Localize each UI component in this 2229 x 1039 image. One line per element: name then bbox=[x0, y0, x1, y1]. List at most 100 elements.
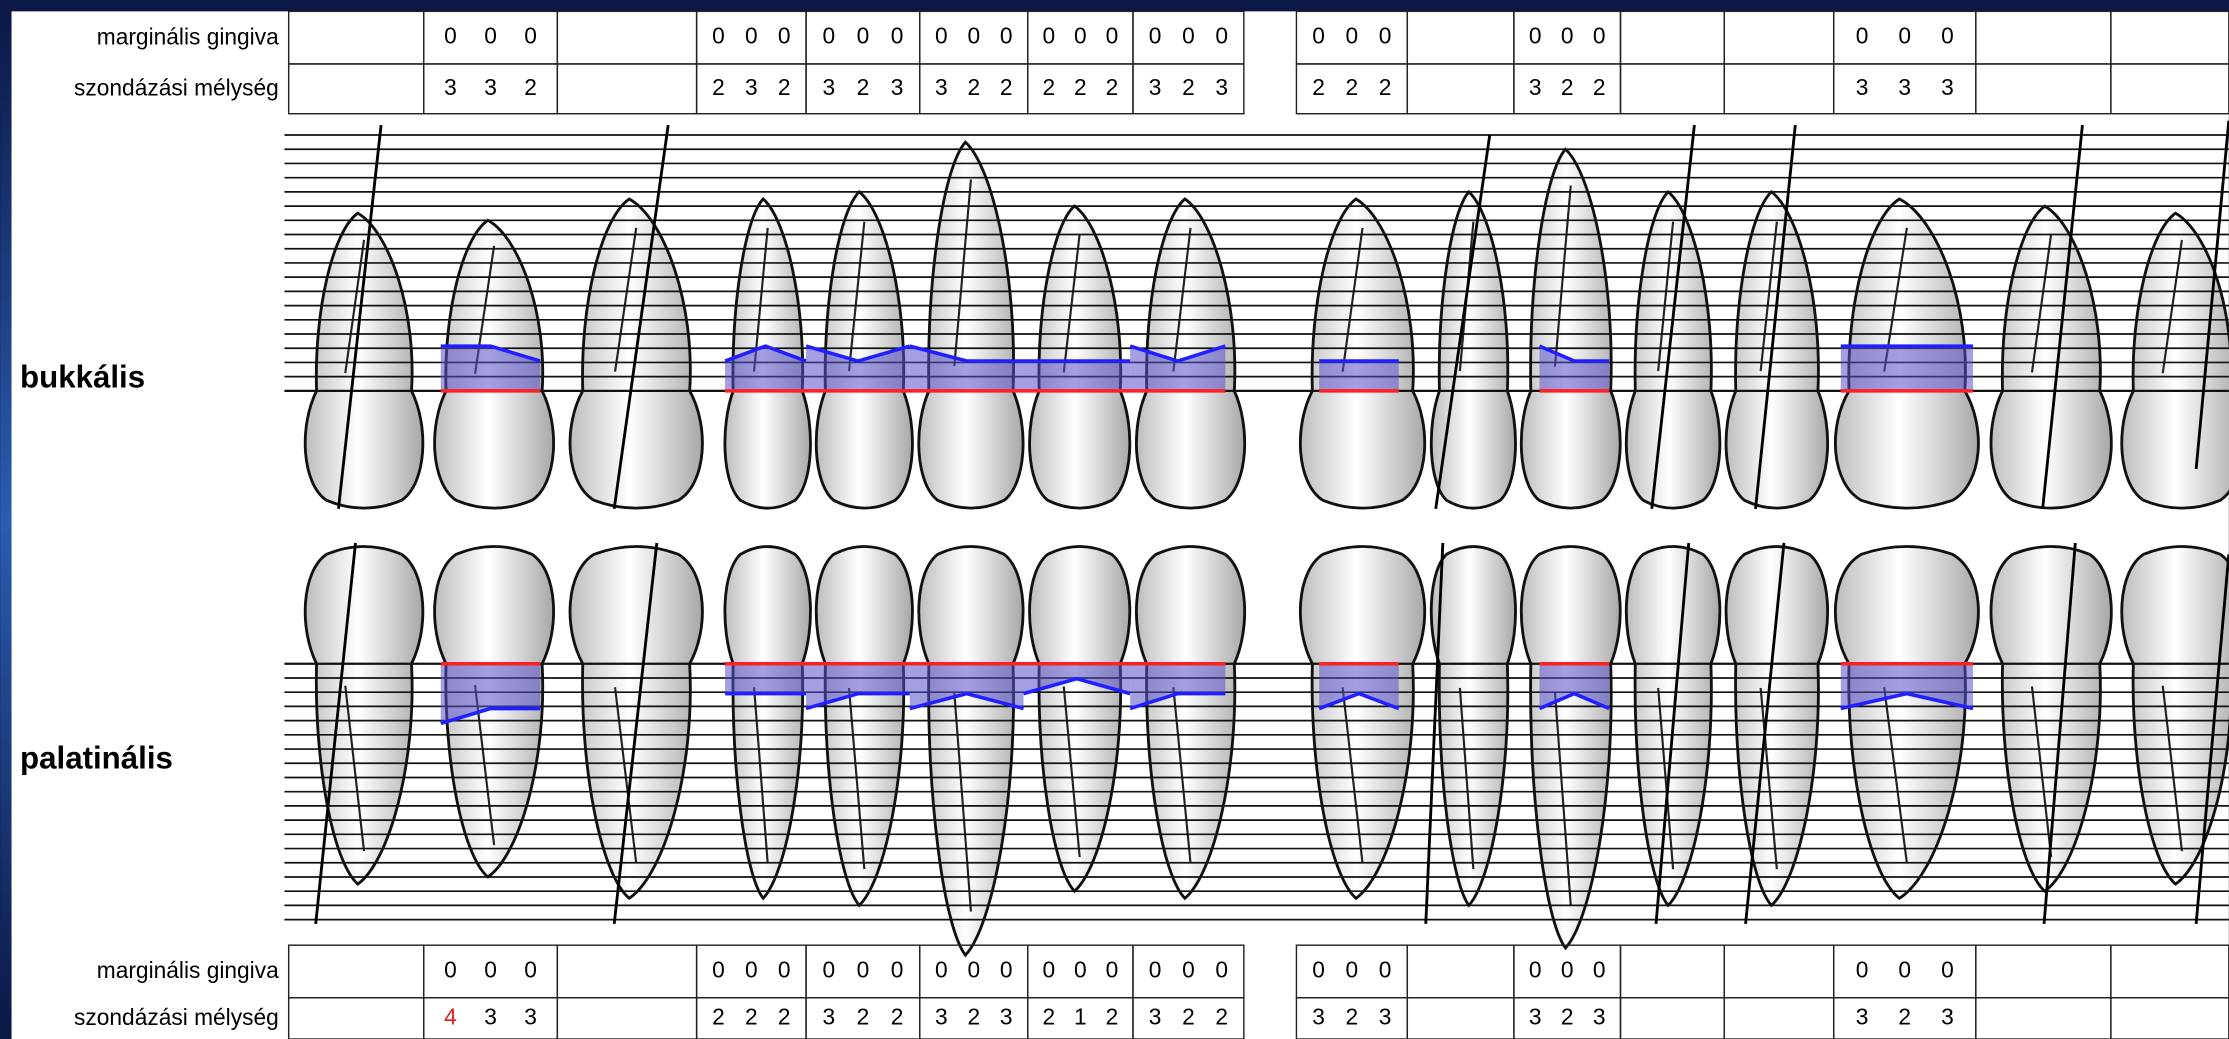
gingiva-value: 0 bbox=[444, 23, 457, 49]
gingiva-value: 0 bbox=[1379, 23, 1392, 49]
tooth bbox=[303, 211, 425, 510]
depth-value: 3 bbox=[1149, 1003, 1162, 1029]
gingiva-value: 0 bbox=[1182, 23, 1195, 49]
tooth bbox=[1028, 545, 1132, 894]
gingiva-value: 0 bbox=[1593, 956, 1606, 982]
depth-value: 3 bbox=[1149, 74, 1162, 100]
depth-value: 3 bbox=[1312, 1003, 1325, 1029]
axis-line bbox=[1744, 542, 1786, 925]
gingiva-value: 0 bbox=[712, 956, 725, 982]
gingiva-value: 0 bbox=[967, 956, 980, 982]
table-cell bbox=[1132, 63, 1245, 115]
root-contour bbox=[1458, 687, 1475, 870]
pocket-line bbox=[1538, 691, 1610, 711]
axis-line bbox=[1434, 134, 1492, 510]
depth-value: 2 bbox=[1379, 74, 1392, 100]
pocket-line bbox=[909, 691, 1024, 711]
depth-value: 2 bbox=[1043, 1003, 1056, 1029]
depth-value: 3 bbox=[1000, 1003, 1013, 1029]
tables: 0303020203020302030302020202020302030202… bbox=[287, 10, 2229, 1039]
gingiva-value: 0 bbox=[1043, 956, 1056, 982]
root-contour bbox=[1172, 227, 1192, 372]
depth-value: 2 bbox=[745, 1003, 758, 1029]
axis-line bbox=[1654, 542, 1691, 924]
pocket-area bbox=[1840, 346, 1973, 391]
gingiva-value: 0 bbox=[891, 956, 904, 982]
gingiva-value: 0 bbox=[1379, 956, 1392, 982]
pocket-area bbox=[806, 346, 910, 391]
gingiva-value: 0 bbox=[822, 23, 835, 49]
axis-line bbox=[337, 124, 383, 509]
gingiva-value: 0 bbox=[1106, 23, 1119, 49]
depth-value: 3 bbox=[1529, 74, 1542, 100]
gingiva-value: 0 bbox=[1856, 956, 1869, 982]
pocket-line bbox=[440, 344, 541, 363]
root-contour bbox=[1062, 686, 1081, 858]
depth-value: 2 bbox=[778, 74, 791, 100]
root-contour bbox=[344, 685, 366, 852]
depth-value: 2 bbox=[1043, 74, 1056, 100]
tooth bbox=[2120, 211, 2229, 510]
gingiva-value: 0 bbox=[444, 956, 457, 982]
gingiva-value: 0 bbox=[1043, 23, 1056, 49]
tooth bbox=[1989, 204, 2113, 510]
depth-value: 2 bbox=[891, 1003, 904, 1029]
depth-value: 3 bbox=[745, 74, 758, 100]
depth-value: 1 bbox=[1074, 1003, 1087, 1029]
gingiva-value: 0 bbox=[822, 956, 835, 982]
tooth bbox=[1298, 197, 1427, 510]
gingiva-value: 0 bbox=[1312, 956, 1325, 982]
pocket-line bbox=[1129, 691, 1226, 711]
depth-value: 2 bbox=[1593, 74, 1606, 100]
gingiva-value: 0 bbox=[1106, 956, 1119, 982]
depth-value: 2 bbox=[1312, 74, 1325, 100]
pocket-area bbox=[1130, 663, 1226, 709]
depth-value: 3 bbox=[822, 74, 835, 100]
gingiva-value: 0 bbox=[524, 23, 537, 49]
depth-value: 3 bbox=[484, 1003, 497, 1029]
root-contour bbox=[1553, 185, 1572, 367]
depth-value: 3 bbox=[935, 1003, 948, 1029]
depth-value: 2 bbox=[712, 1003, 725, 1029]
gingiva-value: 0 bbox=[1312, 23, 1325, 49]
pocket-area bbox=[1319, 663, 1399, 709]
depth-value: 3 bbox=[444, 74, 457, 100]
depth-value: 3 bbox=[524, 1003, 537, 1029]
gingiva-value: 0 bbox=[1941, 956, 1954, 982]
pocket-line bbox=[805, 691, 910, 711]
gingiva-value: 0 bbox=[1000, 956, 1013, 982]
axis-line bbox=[612, 542, 659, 925]
root-contour bbox=[847, 687, 866, 870]
gingiva-value: 0 bbox=[524, 956, 537, 982]
depth-value: 2 bbox=[857, 74, 870, 100]
depth-value: 3 bbox=[935, 74, 948, 100]
pocket-line bbox=[1318, 691, 1400, 711]
gingiva-value: 0 bbox=[1856, 23, 1869, 49]
pocket-area bbox=[440, 346, 541, 391]
tooth bbox=[1519, 147, 1622, 510]
gingiva-value: 0 bbox=[1074, 956, 1087, 982]
axis-line bbox=[2042, 542, 2077, 924]
pocket-marks bbox=[440, 344, 1974, 726]
pocket-area bbox=[1840, 663, 1973, 709]
pocket-line bbox=[805, 344, 911, 363]
gingiva-value: 0 bbox=[935, 956, 948, 982]
depth-value: 2 bbox=[1561, 1003, 1574, 1029]
depth-value: 3 bbox=[1379, 1003, 1392, 1029]
tooth bbox=[1833, 545, 1980, 901]
pocket-line bbox=[909, 344, 1024, 363]
axis-line bbox=[2041, 124, 2084, 509]
pocket-area bbox=[806, 663, 910, 709]
tooth bbox=[1028, 204, 1132, 510]
chart-background bbox=[11, 11, 2229, 1039]
root-contour bbox=[2161, 239, 2183, 374]
pocket-line bbox=[440, 706, 541, 726]
axis-line bbox=[314, 542, 357, 925]
pocket-line bbox=[1840, 691, 1974, 711]
depth-value: 2 bbox=[1346, 1003, 1359, 1029]
gingiva-value: 0 bbox=[1215, 956, 1228, 982]
tooth bbox=[814, 545, 914, 908]
depth-value: 2 bbox=[1898, 1003, 1911, 1029]
depth-value: 2 bbox=[1182, 1003, 1195, 1029]
